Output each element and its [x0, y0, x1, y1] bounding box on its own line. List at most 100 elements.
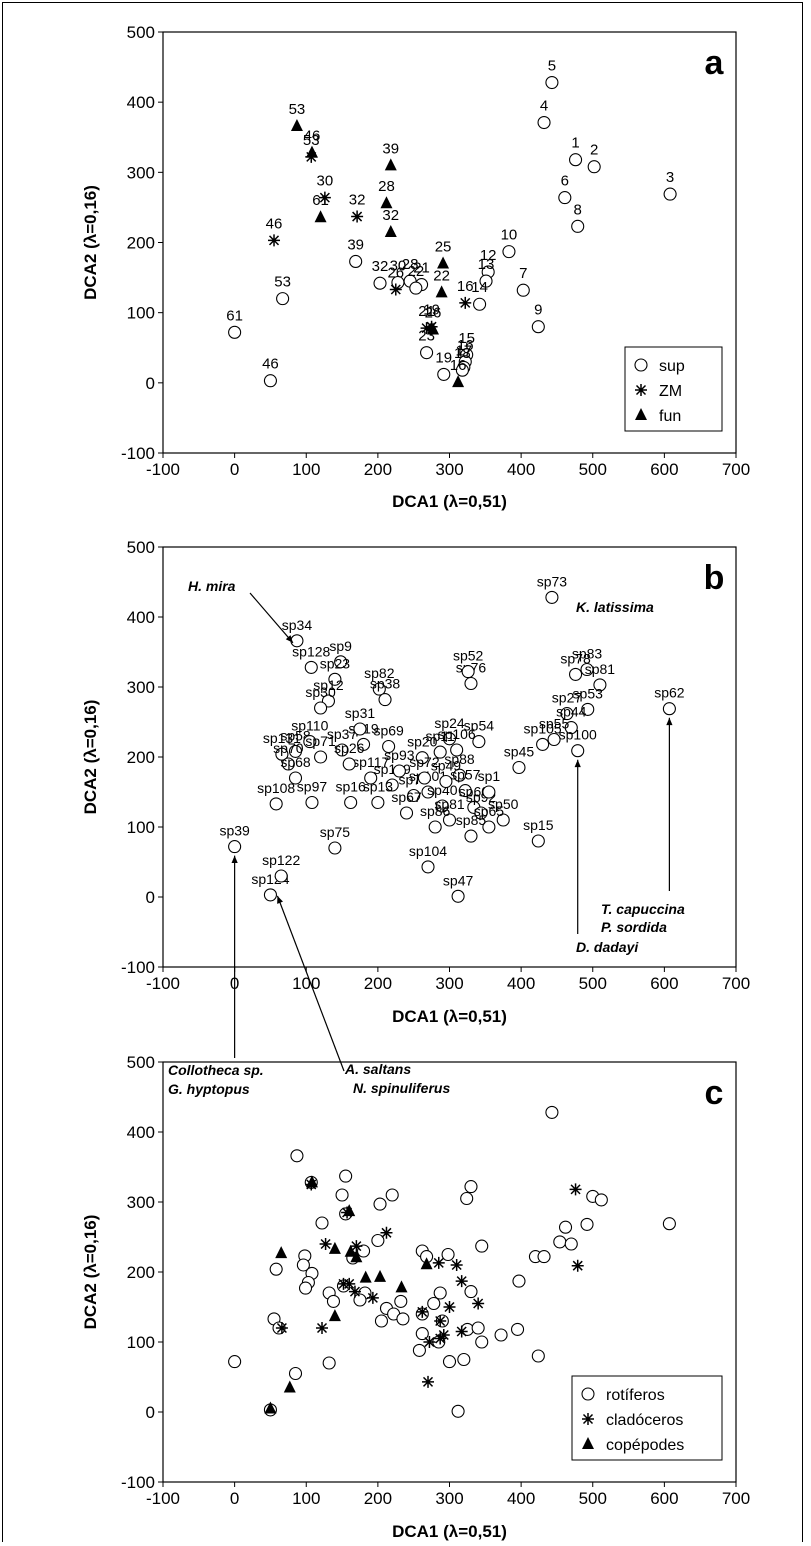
x-tick-label: 300 — [435, 1489, 463, 1508]
point-cladóceros — [455, 1275, 468, 1288]
species-label: sp54 — [464, 718, 495, 734]
point-label: 30 — [390, 257, 407, 274]
species-label: sp15 — [523, 817, 554, 833]
species-label: sp100 — [559, 727, 597, 743]
point-sup — [537, 115, 551, 130]
legend-marker — [634, 358, 648, 372]
species-point — [371, 795, 385, 810]
x-tick-label: 200 — [364, 460, 392, 479]
species-label: sp110 — [291, 718, 328, 734]
point-cladóceros — [416, 1305, 429, 1318]
legend-label: fun — [659, 408, 681, 425]
point-label: 14 — [471, 279, 488, 296]
point-label: 12 — [480, 247, 497, 264]
chart-panel-c: -100 0 100 200 300 400 500 600 700 -100 0 100 200 300… — [81, 1053, 750, 1541]
species-point — [407, 788, 421, 803]
point-cladóceros — [571, 1259, 584, 1272]
species-label: sp82 — [364, 665, 395, 681]
species-annotation: G. hyptopus — [168, 1081, 250, 1097]
species-point — [382, 739, 396, 754]
x-tick-label: 0 — [230, 460, 239, 479]
y-tick-label: 400 — [127, 608, 155, 627]
point-fun — [384, 224, 397, 237]
point-label: 32 — [382, 207, 399, 224]
point-label: 13 — [478, 256, 495, 273]
point-rotíferos — [662, 1217, 676, 1231]
species-point — [314, 750, 328, 764]
x-tick-label: 600 — [650, 974, 678, 993]
species-label: sp122 — [262, 852, 300, 868]
x-tick-label: 0 — [230, 1489, 239, 1508]
y-tick-label: -100 — [121, 1473, 155, 1492]
x-tick-label: 300 — [435, 974, 463, 993]
species-label: sp37 — [327, 726, 358, 742]
species-label: sp108 — [257, 780, 295, 796]
point-rotíferos — [545, 1105, 559, 1119]
x-tick-label: -100 — [146, 460, 180, 479]
point-rotíferos — [464, 1285, 478, 1299]
y-tick-label: 200 — [127, 748, 155, 767]
point-cladóceros — [569, 1183, 582, 1196]
point-label: 19 — [435, 349, 452, 366]
point-rotíferos — [335, 1188, 349, 1202]
species-point — [428, 820, 442, 834]
point-cladóceros — [422, 1375, 435, 1388]
species-point — [581, 702, 595, 716]
species-point — [269, 797, 283, 811]
species-point — [281, 757, 295, 771]
point-label: 39 — [347, 236, 364, 253]
point-label: 53 — [274, 274, 291, 291]
x-tick-label: 200 — [364, 1489, 392, 1508]
species-annotation: K. latissima — [576, 599, 654, 615]
point-label: 2 — [590, 142, 598, 159]
annotation-arrow-head — [285, 635, 293, 643]
point-rotíferos — [394, 1294, 408, 1308]
point-rotíferos — [442, 1355, 457, 1369]
point-rotíferos — [396, 1312, 410, 1326]
species-point — [263, 888, 277, 902]
species-label: sp11 — [426, 728, 456, 744]
species-point — [334, 655, 348, 669]
species-point — [344, 795, 358, 810]
point-label: 26 — [425, 305, 442, 322]
species-label: sp30 — [305, 684, 336, 700]
point-label: 28 — [402, 256, 419, 273]
species-label: sp1 — [478, 768, 501, 784]
point-rotíferos — [510, 1322, 525, 1336]
point-cladóceros — [443, 1301, 456, 1313]
species-point — [531, 834, 545, 848]
point-label: 32 — [349, 192, 366, 209]
species-label: sp57 — [450, 767, 481, 783]
species-point — [564, 721, 578, 735]
species-label: sp60 — [459, 783, 490, 799]
point-label: 53 — [289, 101, 306, 118]
point-cladóceros — [434, 1315, 447, 1327]
point-rotíferos — [373, 1197, 387, 1211]
point-rotíferos — [326, 1294, 341, 1308]
point-rotíferos — [315, 1216, 329, 1230]
point-sup — [263, 374, 277, 388]
x-tick-label: 700 — [722, 974, 750, 993]
point-sup — [663, 187, 677, 201]
species-label: sp49 — [431, 758, 462, 774]
x-tick-label: 700 — [722, 1489, 750, 1508]
legend-label: copépodes — [606, 1437, 684, 1454]
point-sup — [473, 297, 487, 311]
legend-box — [571, 1375, 723, 1461]
species-point — [417, 771, 431, 785]
species-point — [464, 829, 478, 843]
legend-marker — [635, 408, 647, 420]
species-point — [385, 778, 399, 792]
point-sup — [558, 191, 572, 205]
y-tick-label: 100 — [127, 1333, 155, 1352]
species-point — [304, 660, 318, 674]
species-point — [314, 701, 328, 715]
species-annotation: N. spinuliferus — [353, 1080, 450, 1096]
point-sup — [587, 160, 601, 174]
legend-marker — [582, 1437, 594, 1449]
x-tick-label: 600 — [650, 460, 678, 479]
point-label: 6 — [561, 173, 569, 190]
species-point — [356, 737, 371, 751]
